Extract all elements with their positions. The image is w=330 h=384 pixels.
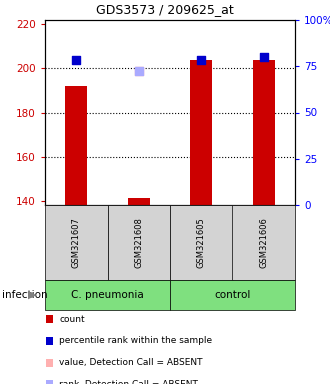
Text: GSM321605: GSM321605 (197, 217, 206, 268)
Point (199, 56, 204, 63)
Point (136, 68, 141, 74)
Point (74, 56, 79, 63)
Point (136, 68, 141, 74)
Text: GSM321606: GSM321606 (259, 217, 268, 268)
Text: GSM321608: GSM321608 (134, 217, 143, 268)
Point (261, 55, 266, 61)
Text: rank, Detection Call = ABSENT: rank, Detection Call = ABSENT (59, 380, 198, 384)
Text: percentile rank within the sample: percentile rank within the sample (59, 336, 213, 345)
Text: ▶: ▶ (27, 290, 36, 300)
Text: infection: infection (2, 290, 48, 300)
Bar (65, 86, 87, 205)
Text: count: count (59, 314, 85, 323)
Text: C. pneumonia: C. pneumonia (71, 290, 144, 300)
Text: GDS3573 / 209625_at: GDS3573 / 209625_at (96, 3, 234, 16)
Bar (253, 60, 275, 205)
Text: GSM321607: GSM321607 (72, 217, 81, 268)
Bar (190, 60, 212, 205)
Text: control: control (214, 290, 251, 300)
Bar (128, 199, 150, 205)
Text: value, Detection Call = ABSENT: value, Detection Call = ABSENT (59, 358, 203, 367)
